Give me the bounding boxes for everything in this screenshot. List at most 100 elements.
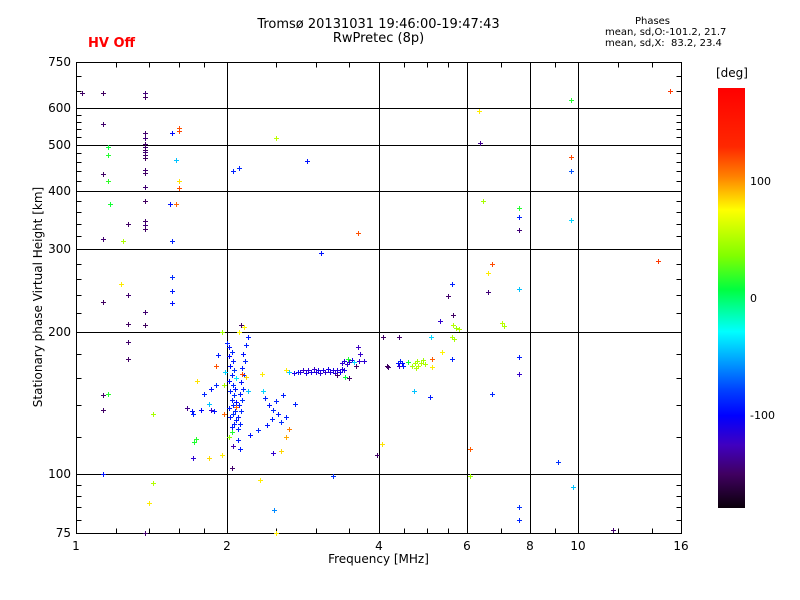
data-point [478,141,483,146]
data-point [421,358,426,363]
data-point [502,324,507,329]
data-point [202,392,207,397]
data-point [244,343,249,348]
data-point [279,449,284,454]
data-point [397,364,402,369]
data-point [143,171,148,176]
data-point [279,420,284,425]
data-point [238,422,243,427]
data-point [486,271,491,276]
data-point [243,359,248,364]
data-point [241,387,246,392]
data-point [328,370,333,375]
data-point [385,364,390,369]
data-point [274,399,279,404]
data-point [357,359,362,364]
data-point [151,481,156,486]
data-point [500,321,505,326]
data-point [284,415,289,420]
data-point [230,466,235,471]
data-point [358,352,363,357]
data-point [274,531,279,536]
data-point [450,282,455,287]
data-point [121,239,126,244]
data-point [101,91,106,96]
data-point [265,423,270,428]
x-tick-label: 6 [463,539,471,553]
data-point [292,371,297,376]
data-point [284,435,289,440]
data-point [234,400,239,405]
data-point [209,387,214,392]
data-point [185,406,190,411]
y-tick-label: 750 [48,55,71,69]
data-point [143,323,148,328]
x-axis-title: Frequency [MHz] [328,552,429,566]
data-point [191,412,196,417]
data-point [419,361,424,366]
data-point [490,392,495,397]
data-point [319,251,324,256]
hv-status-label: HV Off [88,36,136,51]
data-point [207,456,212,461]
data-point [248,433,253,438]
data-point [438,319,443,324]
data-point [234,376,239,381]
data-point [410,364,415,369]
data-point [227,379,232,384]
data-point [454,326,459,331]
data-point [430,357,435,362]
data-point [101,472,106,477]
data-point [517,228,522,233]
data-point [400,361,405,366]
data-point [397,335,402,340]
data-point [326,367,331,372]
data-point [386,365,391,370]
data-point [323,370,328,375]
data-point [287,370,292,375]
data-point [261,389,266,394]
data-point [271,451,276,456]
data-point [101,122,106,127]
data-point [239,380,244,385]
data-point [446,294,451,299]
data-point [450,357,455,362]
data-point [244,375,249,380]
data-point [239,323,244,328]
data-point [227,345,232,350]
data-point [147,501,152,506]
data-point [227,354,232,359]
data-point [236,415,241,420]
data-point [346,357,351,362]
data-point [429,335,434,340]
data-point [170,131,175,136]
data-point [517,287,522,292]
data-point [119,282,124,287]
phases-stats-block: Phases mean, sd,O:-101.2, 21.7 mean, sd,… [605,16,726,49]
data-point [468,447,473,452]
data-point [611,528,616,533]
data-point [451,323,456,328]
data-point [234,418,239,423]
data-point [238,392,243,397]
data-point [312,367,317,372]
data-point [452,337,457,342]
data-point [486,290,491,295]
x-tick-label: 2 [223,539,231,553]
data-point [381,335,386,340]
y-axis-title: Stationary phase Virtual Height [km] [31,186,45,408]
data-point [457,327,462,332]
x-tick-label: 4 [375,539,383,553]
data-point [227,435,232,440]
data-point [306,368,311,373]
colorbar-unit-label: [deg] [716,66,748,80]
plot-title: Tromsø 20131031 19:46:00-19:47:43 [257,17,500,32]
data-point [207,402,212,407]
data-point [270,417,275,422]
data-point [143,185,148,190]
data-point [230,425,235,430]
data-point [220,453,225,458]
data-point [517,518,522,523]
data-point [177,129,182,134]
data-point [309,370,314,375]
